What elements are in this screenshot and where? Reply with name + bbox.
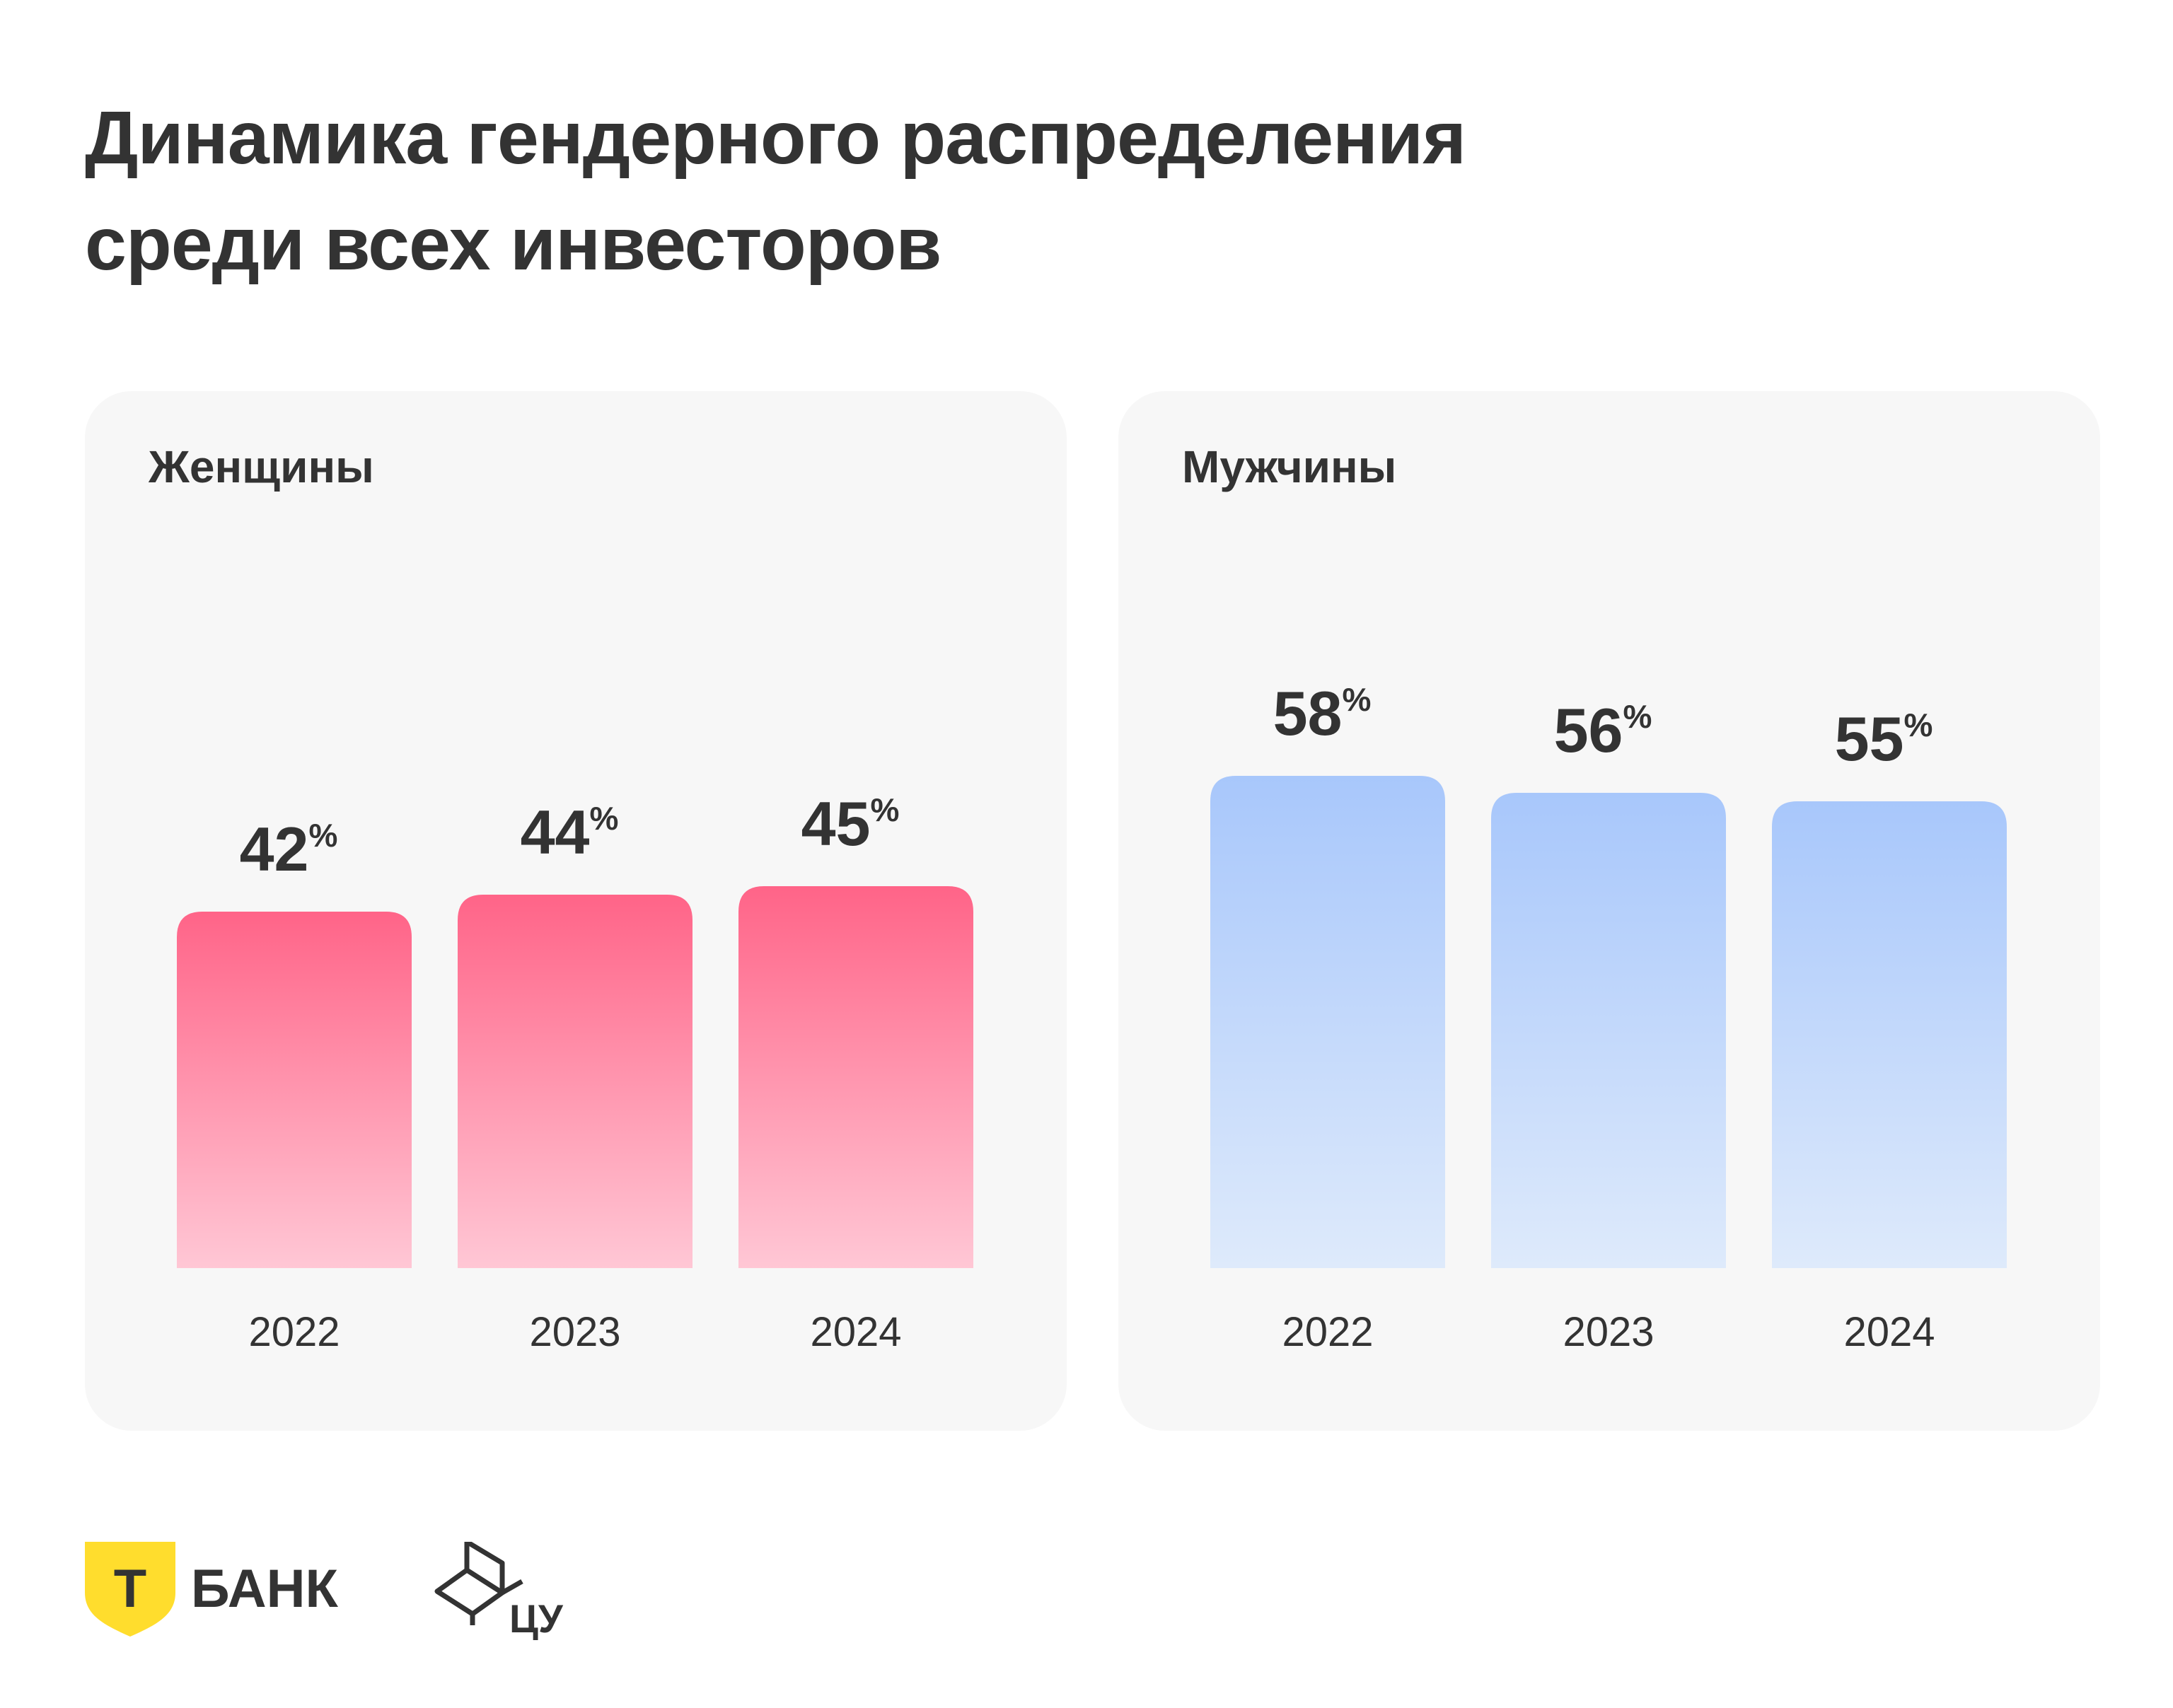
- cu-logo: ЦУ: [434, 1539, 564, 1641]
- x-tick-label-2023: 2023: [529, 1309, 620, 1355]
- men-chart-panel: Мужчины 58% 2022 56% 2023 55% 2024: [1118, 391, 2100, 1431]
- t-bank-badge-letter: Т: [114, 1559, 146, 1619]
- bar-2023: [1491, 793, 1726, 1268]
- women-chart-title: Женщины: [149, 441, 374, 492]
- bar-2024: [738, 886, 973, 1268]
- page-title-line-1: Динамика гендерного распределения: [85, 96, 1466, 180]
- x-tick-label-2024: 2024: [1843, 1309, 1935, 1355]
- bar-2022: [1210, 776, 1445, 1268]
- value-label-2023: 44%: [521, 797, 619, 867]
- women-chart-panel: Женщины 42% 2022 44% 2023 45% 2024: [85, 391, 1067, 1431]
- footer-logos: Т БАНК ЦУ: [85, 1539, 679, 1641]
- t-bank-shield-icon: [85, 1542, 175, 1637]
- women-bar-chart: 42% 2022 44% 2023 45% 2024: [177, 789, 973, 1355]
- bar-2022: [177, 912, 412, 1268]
- page-title: Динамика гендерного распределения среди …: [85, 85, 1466, 297]
- value-label-2024: 55%: [1835, 704, 1933, 774]
- x-tick-label-2022: 2022: [248, 1309, 340, 1355]
- x-tick-label-2024: 2024: [810, 1309, 901, 1355]
- x-tick-label-2023: 2023: [1563, 1309, 1654, 1355]
- x-tick-label-2022: 2022: [1282, 1309, 1373, 1355]
- value-label-2024: 45%: [801, 789, 900, 859]
- cu-logo-text: ЦУ: [509, 1596, 564, 1641]
- value-label-2023: 56%: [1554, 695, 1652, 765]
- bar-2023: [458, 895, 693, 1268]
- t-bank-logo-text: БАНК: [191, 1559, 339, 1619]
- value-label-2022: 42%: [240, 814, 338, 884]
- t-bank-logo: Т БАНК: [85, 1542, 339, 1637]
- value-label-2022: 58%: [1273, 678, 1372, 748]
- men-chart-title: Мужчины: [1182, 441, 1397, 492]
- bar-2024: [1772, 801, 2007, 1268]
- cu-cube-icon: [434, 1539, 523, 1625]
- men-bar-chart: 58% 2022 56% 2023 55% 2024: [1210, 678, 2007, 1355]
- page-title-line-2: среди всех инвесторов: [85, 202, 941, 286]
- logos-svg: Т БАНК ЦУ: [85, 1539, 564, 1641]
